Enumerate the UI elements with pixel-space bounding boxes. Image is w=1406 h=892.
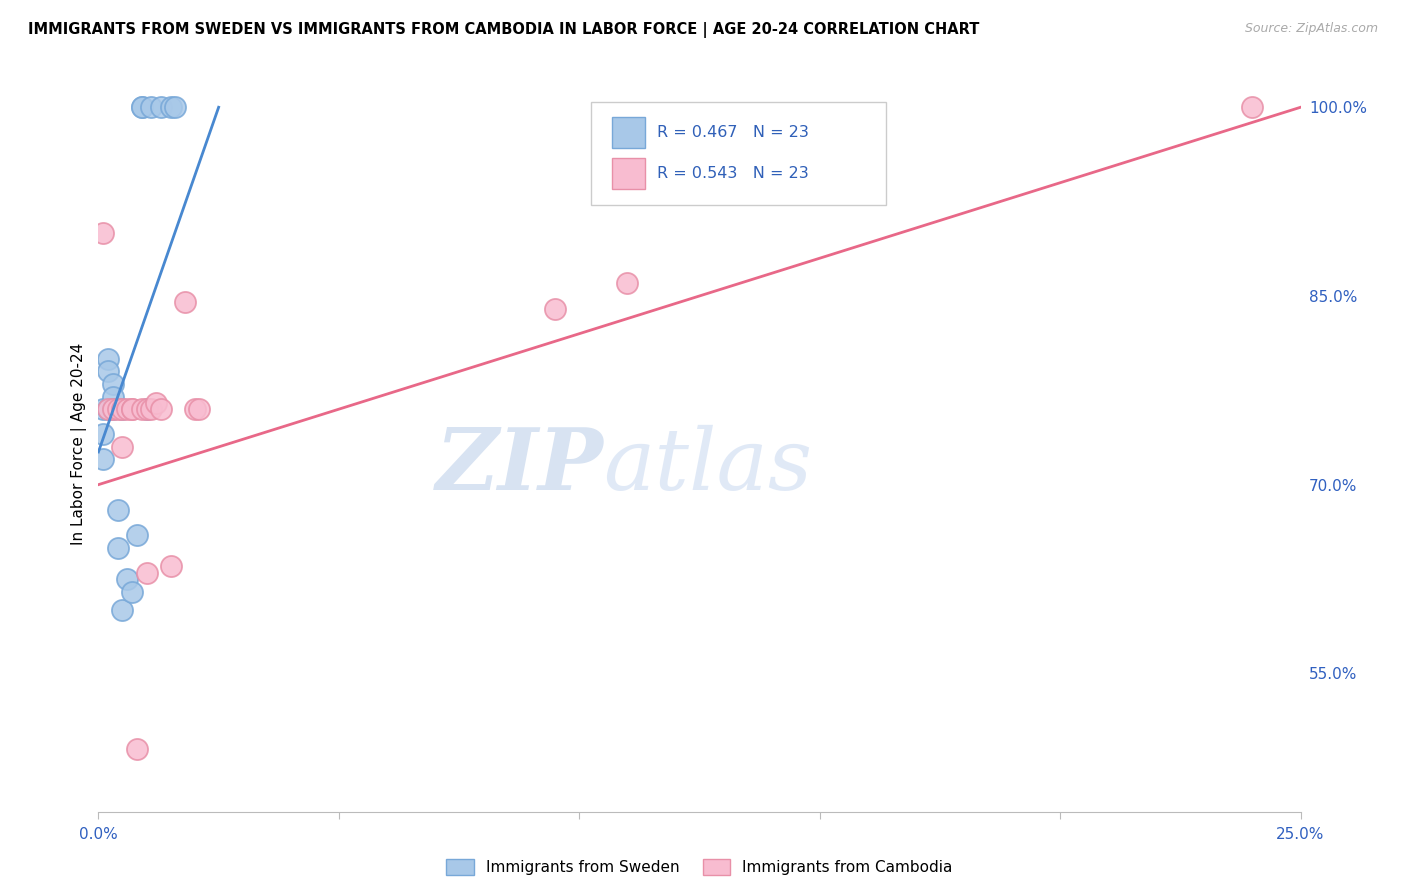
Point — [91, 226, 114, 240]
Point — [117, 572, 139, 586]
Point — [159, 100, 181, 114]
Point — [188, 402, 211, 417]
Point — [121, 402, 143, 417]
Text: R = 0.543   N = 23: R = 0.543 N = 23 — [658, 166, 810, 181]
FancyBboxPatch shape — [612, 158, 645, 189]
Point — [159, 559, 181, 574]
Point — [131, 402, 153, 417]
Point — [616, 277, 638, 291]
Point — [107, 503, 129, 517]
Point — [107, 402, 129, 417]
Point — [111, 603, 134, 617]
FancyBboxPatch shape — [612, 117, 645, 148]
Point — [111, 402, 134, 417]
Point — [107, 541, 129, 555]
Point — [117, 402, 139, 417]
Point — [101, 402, 124, 417]
Text: ZIP: ZIP — [436, 424, 603, 508]
Point — [101, 390, 124, 404]
Point — [1241, 100, 1264, 114]
Legend: Immigrants from Sweden, Immigrants from Cambodia: Immigrants from Sweden, Immigrants from … — [440, 853, 959, 881]
Point — [97, 364, 120, 378]
Text: Source: ZipAtlas.com: Source: ZipAtlas.com — [1244, 22, 1378, 36]
Point — [183, 402, 205, 417]
Point — [131, 100, 153, 114]
Point — [131, 100, 153, 114]
FancyBboxPatch shape — [592, 102, 886, 204]
Point — [544, 301, 567, 316]
Text: atlas: atlas — [603, 425, 813, 508]
Point — [141, 100, 163, 114]
Point — [145, 396, 167, 410]
Point — [135, 402, 157, 417]
Point — [125, 528, 148, 542]
Point — [91, 402, 114, 417]
Point — [141, 402, 163, 417]
Point — [91, 427, 114, 442]
Point — [135, 566, 157, 580]
Point — [111, 402, 134, 417]
Point — [91, 452, 114, 467]
Point — [135, 402, 157, 417]
Point — [165, 100, 187, 114]
Point — [149, 402, 172, 417]
Point — [149, 100, 172, 114]
Text: R = 0.467   N = 23: R = 0.467 N = 23 — [658, 125, 810, 140]
Point — [97, 402, 120, 417]
Point — [111, 440, 134, 454]
Text: IMMIGRANTS FROM SWEDEN VS IMMIGRANTS FROM CAMBODIA IN LABOR FORCE | AGE 20-24 CO: IMMIGRANTS FROM SWEDEN VS IMMIGRANTS FRO… — [28, 22, 980, 38]
Point — [101, 377, 124, 392]
Point — [101, 402, 124, 417]
Y-axis label: In Labor Force | Age 20-24: In Labor Force | Age 20-24 — [72, 343, 87, 545]
Point — [174, 295, 197, 310]
Point — [121, 584, 143, 599]
Point — [97, 402, 120, 417]
Point — [121, 402, 143, 417]
Point — [97, 351, 120, 366]
Point — [125, 741, 148, 756]
